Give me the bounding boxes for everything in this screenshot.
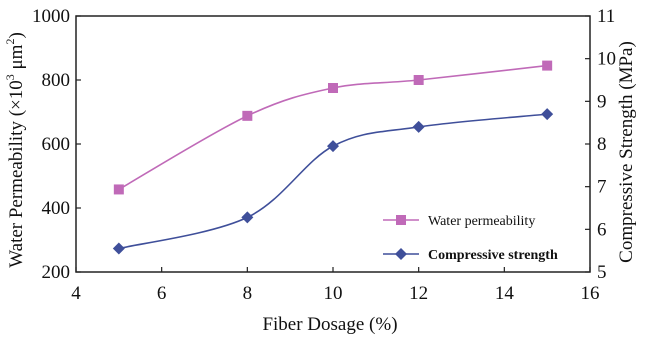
left-y-tick-label: 200 xyxy=(42,262,71,283)
right-y-tick-label: 6 xyxy=(597,219,607,240)
x-tick-label: 8 xyxy=(243,283,253,304)
data-point-water-permeability xyxy=(542,60,553,71)
data-point-compressive-strength xyxy=(241,211,254,224)
data-point-compressive-strength xyxy=(541,108,554,121)
data-point-water-permeability xyxy=(242,110,253,121)
left-y-tick-label: 400 xyxy=(42,198,71,219)
x-axis-title: Fiber Dosage (%) xyxy=(262,314,397,335)
right-y-tick-label: 11 xyxy=(597,6,615,27)
x-tick-label: 14 xyxy=(495,283,515,304)
right-y-tick-label: 10 xyxy=(597,49,616,70)
left-y-tick-label: 600 xyxy=(42,134,71,155)
left-y-axis-title: Water Permeability (×103 μm2) xyxy=(3,32,27,268)
legend: Water permeability Compressive strength xyxy=(383,214,558,263)
x-tick-label: 4 xyxy=(71,283,81,304)
right-y-tick-label: 7 xyxy=(597,177,607,198)
left-y-axis: 200 400 600 800 1000 xyxy=(32,6,81,283)
left-y-title-suffix: ) xyxy=(6,32,27,38)
x-axis: 4 6 8 10 12 14 16 xyxy=(71,267,600,304)
legend-label-compressive: Compressive strength xyxy=(428,248,558,263)
data-point-compressive-strength xyxy=(112,242,125,255)
legend-marker-compressive xyxy=(395,248,407,260)
left-y-title-sup2: 2 xyxy=(3,39,17,45)
left-y-title-mid: μm xyxy=(6,44,27,74)
right-y-tick-label: 9 xyxy=(597,91,607,112)
right-y-tick-label: 5 xyxy=(597,262,607,283)
data-point-water-permeability xyxy=(328,83,338,93)
right-y-axis: 5 6 7 8 9 10 11 xyxy=(585,6,616,283)
data-point-water-permeability xyxy=(113,184,124,195)
x-tick-label: 6 xyxy=(157,283,167,304)
right-y-tick-label: 8 xyxy=(597,134,607,155)
data-point-water-permeability xyxy=(413,75,424,85)
legend-label-water: Water permeability xyxy=(428,214,535,229)
legend-marker-water xyxy=(396,215,406,225)
left-y-title-prefix: Water Permeability (×10 xyxy=(6,80,27,268)
left-y-tick-label: 1000 xyxy=(32,6,70,27)
data-point-compressive-strength xyxy=(412,120,425,133)
series-layer xyxy=(112,60,554,255)
right-y-axis-title: Compressive Strength (MPa) xyxy=(616,41,637,263)
left-y-title-sup1: 3 xyxy=(3,74,17,80)
data-point-compressive-strength xyxy=(327,140,339,153)
x-tick-label: 16 xyxy=(581,283,600,304)
x-tick-label: 10 xyxy=(324,283,343,304)
x-tick-label: 12 xyxy=(409,283,428,304)
left-y-tick-label: 800 xyxy=(42,70,71,91)
